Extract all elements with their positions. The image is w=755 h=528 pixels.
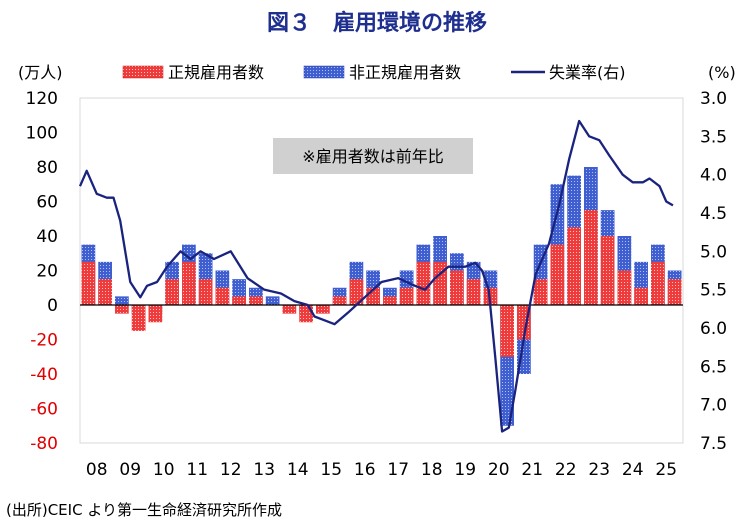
bar-regular: [383, 296, 397, 305]
x-tick-label: 23: [588, 460, 610, 480]
bar-regular: [667, 279, 682, 305]
bar-regular: [433, 261, 447, 305]
bar-regular: [500, 305, 514, 357]
y-left-tick-label: 80: [36, 158, 58, 178]
y-left-tick-label: -20: [30, 331, 58, 351]
legend-swatch-nonregular: [303, 65, 345, 79]
y-left-tick-label: 100: [26, 124, 58, 144]
x-tick-label: 12: [220, 460, 242, 480]
bar-regular: [450, 270, 464, 305]
y-right-tick-label: 4.5: [700, 204, 727, 224]
bar-regular: [148, 305, 163, 323]
bar-regular: [115, 305, 129, 314]
annotation-box: ※雇用者数は前年比: [273, 138, 473, 174]
y-left-tick-label: 0: [47, 296, 58, 316]
bar-regular: [651, 261, 665, 305]
bar-regular: [617, 270, 632, 305]
bar-regular: [550, 244, 565, 305]
legend-swatch-regular: [122, 65, 164, 79]
plot-frame: [79, 97, 684, 444]
y-right-tick-label: 5.0: [700, 242, 727, 262]
bar-non-regular: [265, 296, 280, 305]
y-left-label: (万人): [18, 63, 63, 82]
unemployment-line-group: [78, 119, 674, 433]
y-right-tick-label: 6.5: [700, 357, 727, 377]
x-tick-label: 11: [186, 460, 208, 480]
bar-regular: [182, 261, 196, 305]
unemployment-line: [78, 119, 674, 433]
x-tick-label: 10: [153, 460, 175, 480]
x-tick-label: 17: [387, 460, 409, 480]
ticks-x: 08 09 10 11 12 13 14 15 16 17 18 19 20 21 22 23 24 25: [86, 460, 677, 480]
x-tick-label: 18: [421, 460, 443, 480]
bar-regular: [131, 305, 146, 331]
ticks-right: 3.0 3.5 4.0 4.5 5.0 5.5 6.0 6.5 7.0 7.5: [700, 89, 727, 454]
y-left-tick-label: -60: [30, 400, 58, 420]
y-right-tick-label: 3.0: [700, 89, 727, 109]
x-tick-label: 08: [86, 460, 108, 480]
y-left-tick-label: -40: [30, 365, 58, 385]
bar-regular: [634, 287, 648, 305]
legend-label-unemployment: 失業率(右): [549, 63, 626, 82]
x-tick-label: 19: [454, 460, 476, 480]
y-right-tick-label: 7.5: [700, 434, 727, 454]
bar-regular: [416, 261, 431, 305]
bar-regular: [282, 305, 297, 314]
bars-regular: [81, 210, 682, 357]
y-left-tick-label: 60: [36, 193, 58, 213]
bar-regular: [399, 287, 414, 305]
bar-regular: [466, 279, 481, 305]
bar-regular: [584, 210, 598, 305]
bar-regular: [332, 296, 347, 305]
chart-title: 図３ 雇用環境の推移: [267, 10, 487, 36]
source-note: (出所)CEIC より第一生命経済研究所作成: [6, 501, 282, 519]
y-left-tick-label: -80: [30, 434, 58, 454]
y-right-tick-label: 6.0: [700, 319, 727, 339]
bar-regular: [299, 305, 313, 323]
legend: 正規雇用者数 非正規雇用者数 失業率(右): [122, 63, 626, 82]
bar-regular: [165, 279, 179, 305]
bar-regular: [232, 296, 246, 305]
annotation-text: ※雇用者数は前年比: [302, 147, 443, 166]
x-tick-label: 20: [488, 460, 510, 480]
ticks-left: 120 100 80 60 40 20 0 -20 -40 -60 -80: [26, 89, 58, 454]
y-right-tick-label: 3.5: [700, 127, 727, 147]
x-tick-label: 14: [287, 460, 309, 480]
x-tick-label: 22: [555, 460, 577, 480]
bar-regular: [215, 287, 230, 305]
x-tick-label: 16: [354, 460, 376, 480]
y-right-tick-label: 4.0: [700, 166, 727, 186]
y-right-tick-label: 7.0: [700, 396, 727, 416]
bar-regular: [81, 261, 96, 305]
bar-regular: [198, 279, 213, 305]
bar-regular: [349, 279, 364, 305]
bar-regular: [98, 279, 112, 305]
x-tick-label: 24: [622, 460, 644, 480]
x-tick-label: 13: [253, 460, 275, 480]
bar-regular: [316, 305, 330, 314]
y-right-label: (%): [708, 63, 736, 82]
y-left-tick-label: 20: [36, 262, 58, 282]
legend-label-regular: 正規雇用者数: [168, 63, 264, 82]
bar-regular: [600, 236, 615, 305]
bar-non-regular: [115, 296, 129, 305]
y-left-tick-label: 40: [36, 227, 58, 247]
legend-label-nonregular: 非正規雇用者数: [349, 63, 461, 82]
x-tick-label: 21: [521, 460, 543, 480]
x-tick-label: 09: [119, 460, 141, 480]
bar-regular: [567, 227, 581, 305]
x-tick-label: 15: [320, 460, 342, 480]
y-right-tick-label: 5.5: [700, 281, 727, 301]
bar-regular: [249, 296, 263, 305]
x-tick-label: 25: [655, 460, 677, 480]
y-left-tick-label: 120: [26, 89, 58, 109]
bar-regular: [533, 279, 548, 305]
